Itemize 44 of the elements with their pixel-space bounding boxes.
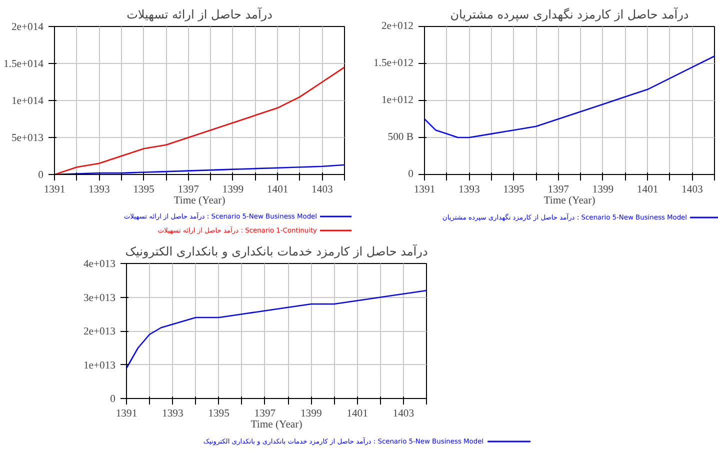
y-tick-label: 2e+013 <box>83 326 116 338</box>
y-tick-label: 1e+012 <box>381 95 414 106</box>
x-tick-label: 1401 <box>266 184 288 196</box>
x-tick-label: 1397 <box>178 184 200 196</box>
x-tick-label: 1403 <box>392 408 414 420</box>
line-series <box>126 290 426 369</box>
x-tick-label: 1391 <box>116 408 138 420</box>
x-tick-label: 1397 <box>548 184 570 196</box>
y-tick-label: 0 <box>38 170 44 181</box>
y-tick-label: 2e+014 <box>11 22 44 33</box>
y-tick-label: 4e+013 <box>83 259 116 270</box>
line-series <box>424 55 714 138</box>
x-tick-label: 1393 <box>88 184 110 196</box>
y-tick-label: 2e+012 <box>381 21 414 32</box>
chart-title: درآمد حاصل از ارائه تسهیلات <box>126 6 272 22</box>
y-tick-label: 3e+013 <box>83 292 116 304</box>
x-tick-label: 1395 <box>503 184 524 196</box>
x-tick-label: 1401 <box>636 184 658 196</box>
y-tick-label: 0 <box>110 394 116 405</box>
chart-title: درآمد حاصل از کارمزد نگهداری سپرده مشتریان <box>450 6 689 22</box>
y-tick-label: 0 <box>408 169 414 180</box>
x-tick-label: 1403 <box>682 184 703 196</box>
x-tick-label: 1397 <box>254 408 276 420</box>
x-tick-label: 1391 <box>44 184 66 196</box>
x-tick-label: 1395 <box>208 408 230 420</box>
x-tick-label: 1393 <box>458 184 480 196</box>
x-tick-label: 1403 <box>312 184 333 196</box>
x-tick-label: 1401 <box>346 408 368 420</box>
x-tick-label: 1399 <box>300 408 322 420</box>
x-axis-title: Time (Year) <box>250 420 303 430</box>
y-tick-label: 5e+013 <box>11 133 44 144</box>
x-tick-label: 1399 <box>222 184 244 196</box>
x-tick-label: 1399 <box>592 184 614 196</box>
x-tick-label: 1395 <box>133 184 154 196</box>
y-tick-label: 1e+014 <box>11 96 44 107</box>
y-tick-label: 1.5e+014 <box>3 59 44 70</box>
y-tick-label: 1.5e+012 <box>373 58 414 69</box>
chart-title: درآمد حاصل از کارمزد خدمات بانکداری و بانکداری الکترونیک <box>125 244 428 258</box>
y-tick-label: 1e+013 <box>83 360 116 372</box>
x-tick-label: 1391 <box>414 184 436 196</box>
y-tick-label: 500 B <box>388 132 414 143</box>
x-tick-label: 1393 <box>162 408 184 420</box>
x-axis-title: Time (Year) <box>544 196 596 206</box>
x-axis-title: Time (Year) <box>174 196 226 206</box>
